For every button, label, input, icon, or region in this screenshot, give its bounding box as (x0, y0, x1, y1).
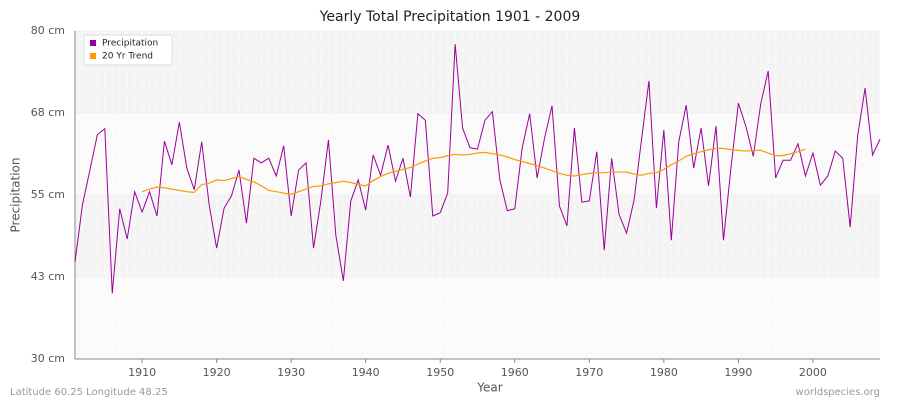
y-tick-label: 43 cm (31, 270, 65, 283)
chart-title: Yearly Total Precipitation 1901 - 2009 (319, 9, 581, 25)
legend-swatch (90, 53, 96, 59)
x-tick-label: 1990 (724, 366, 752, 379)
legend-box (83, 34, 173, 66)
y-axis-label: Precipitation (9, 157, 23, 232)
y-tick-label: 68 cm (31, 106, 65, 119)
x-tick-label: 1930 (277, 366, 305, 379)
x-axis-label: Year (476, 381, 502, 395)
x-tick-label: 2000 (799, 366, 827, 379)
x-tick-label: 1910 (128, 366, 156, 379)
y-tick-label: 30 cm (31, 352, 65, 365)
x-tick-label: 1980 (650, 366, 678, 379)
legend: Precipitation 20 Yr Trend (83, 34, 173, 66)
footer-source: worldspecies.org (796, 387, 880, 398)
y-tick-label: 55 cm (31, 188, 65, 201)
x-tick-label: 1940 (352, 366, 380, 379)
x-tick-label: 1950 (426, 366, 454, 379)
x-tick-label: 1920 (203, 366, 231, 379)
footer-location: Latitude 60.25 Longitude 48.25 (10, 387, 168, 398)
y-tick-label: 80 cm (31, 24, 65, 37)
legend-label: Precipitation (102, 39, 158, 49)
series-line (74, 44, 881, 294)
x-tick-label: 1960 (501, 366, 529, 379)
legend-swatch (90, 40, 96, 46)
legend-label: 20 Yr Trend (102, 52, 153, 62)
series-line (141, 147, 806, 195)
x-tick-label: 1970 (575, 366, 603, 379)
